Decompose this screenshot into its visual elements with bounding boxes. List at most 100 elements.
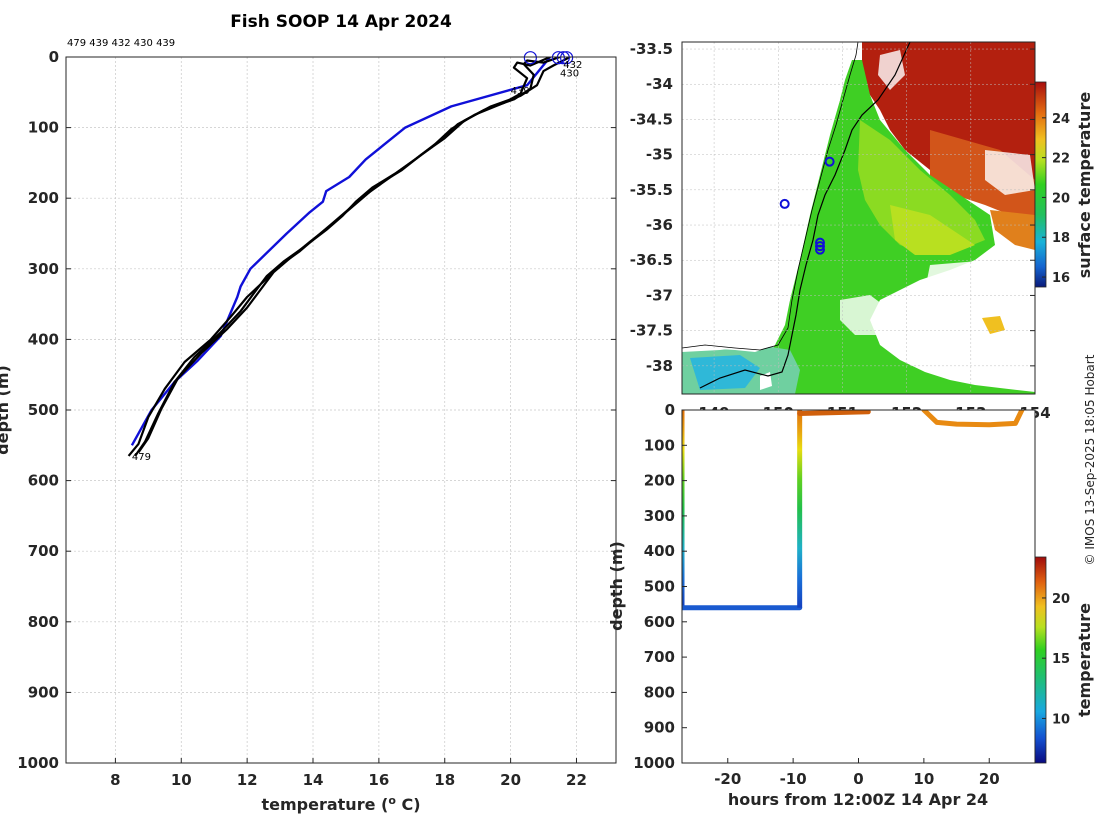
profile-y-tick-label: 0 (49, 48, 59, 66)
profile-y-tick-label: 100 (28, 119, 59, 137)
map-y-tick-label: -36.5 (630, 251, 673, 269)
map-content (682, 42, 1035, 394)
sst-warm-spot (982, 316, 1005, 334)
section-y-tick-label: 700 (644, 648, 675, 666)
profile-y-label: depth (m) (0, 365, 12, 455)
map-station-marker (779, 198, 790, 209)
profile-line-profile-3 (137, 57, 571, 454)
section-y-tick-label: 400 (644, 542, 675, 560)
profile-y-tick-label: 400 (28, 330, 59, 348)
profile-id-label: 439 (511, 86, 530, 97)
profile-y-tick-label: 1000 (17, 754, 59, 772)
profile-y-tick-label: 200 (28, 189, 59, 207)
map-y-tick-label: -35.5 (630, 181, 673, 199)
sst-colorbar-tick-label: 20 (1052, 191, 1070, 206)
temperature-colorbar (1034, 556, 1047, 764)
map-y-tick-label: -38 (646, 357, 673, 375)
section-y-tick-label: 900 (644, 719, 675, 737)
sst-warm-edge (930, 130, 1035, 230)
sst-colorbar-tick-label: 18 (1052, 231, 1070, 246)
profile-y-tick-label: 900 (28, 683, 59, 701)
profile-x-tick-label: 14 (303, 771, 324, 789)
profile-grid (66, 56, 616, 764)
temperature-colorbar-tick-label: 15 (1052, 652, 1070, 667)
map-y-tick-label: -37 (646, 286, 673, 304)
profile-series (127, 57, 571, 457)
cloud-patch-1 (925, 255, 1035, 330)
sst-cold-water (690, 355, 760, 390)
section-x-tick-label: 20 (979, 770, 1000, 788)
profile-line-profile-1 (134, 57, 561, 457)
map-station-marker (814, 241, 825, 252)
section-cast-cast-down-1 (682, 410, 685, 608)
section-y-tick-label: 200 (644, 472, 675, 490)
cloud-patch-4 (960, 330, 1030, 365)
profile-y-tick-label: 700 (28, 542, 59, 560)
sst-colorbar-tick-label: 16 (1052, 271, 1070, 286)
section-y-tick-label: 800 (644, 683, 675, 701)
section-y-tick-label: 600 (644, 613, 675, 631)
temperature-colorbar-tick-label: 10 (1052, 712, 1070, 727)
profile-y-tick-label: 600 (28, 472, 59, 490)
land-outline (682, 42, 859, 351)
profile-title: Fish SOOP 14 Apr 2024 (230, 12, 452, 32)
map-y-tick-label: -34.5 (630, 110, 673, 128)
sst-colorbar-tick-label: 22 (1052, 152, 1070, 167)
map-y-tick-label: -34 (646, 75, 673, 93)
profile-x-tick-label: 18 (434, 771, 455, 789)
profile-y-tick-label: 500 (28, 401, 59, 419)
section-x-tick-label: -10 (780, 770, 807, 788)
map-y-tick-label: -33.5 (630, 40, 673, 58)
profile-panel: Fish SOOP 14 Apr 2024 479 439 432 430 43… (0, 12, 617, 814)
section-x-tick-label: 10 (913, 770, 934, 788)
cloud-patch-3 (840, 295, 890, 335)
profile-y-tick-label: 800 (28, 613, 59, 631)
section-x-tick-label: 0 (853, 770, 863, 788)
temperature-colorbar-tick-label: 20 (1052, 592, 1070, 607)
section-plot-area (682, 410, 1035, 763)
temperature-colorbar-label: temperature (1075, 603, 1094, 717)
section-cast-cast-up-1 (797, 410, 803, 608)
section-panel: -20 -10 0 10 20 0 100 200 300 400 500 600 700 800 900… (607, 401, 1094, 809)
sst-colorbar-label: surface temperature (1075, 92, 1094, 279)
sst-colorbar-tick-label: 24 (1052, 112, 1070, 127)
profile-x-tick-label: 22 (566, 771, 587, 789)
profile-x-tick-label: 8 (110, 771, 120, 789)
map-y-ticks: -33.5 -34 -34.5 -35 -35.5 -36 -36.5 -37 -37.5 -38 (630, 40, 1035, 375)
map-panel: -33.5 -34 -34.5 -35 -35.5 -36 -36.5 -37 -37.5 -38… (630, 40, 1094, 422)
section-y-label: depth (m) (607, 541, 626, 631)
profile-ids: 479 439 432 430 439 (67, 38, 175, 49)
section-y-tick-label: 0 (665, 401, 675, 419)
profile-start-markers (523, 51, 574, 65)
profile-id-label: 430 (560, 69, 579, 80)
map-stations (779, 156, 835, 255)
profile-start-marker (556, 51, 570, 65)
profile-x-ticks: 8 10 12 14 16 18 20 22 (110, 758, 587, 789)
profile-x-tick-label: 12 (237, 771, 258, 789)
profile-plot-area (66, 57, 616, 763)
profile-x-tick-label: 20 (500, 771, 521, 789)
profile-start-marker (559, 51, 574, 65)
credit-text: © IMOS 13-Sep-2025 18:05 Hobart (1083, 354, 1097, 565)
profile-x-tick-label: 16 (368, 771, 389, 789)
sst-warm-fringe (990, 210, 1035, 250)
profile-start-marker (523, 51, 537, 65)
section-y-tick-label: 300 (644, 507, 675, 525)
map-y-tick-label: -36 (646, 216, 673, 234)
cloud-patch-5 (878, 50, 905, 90)
profile-y-tick-label: 300 (28, 260, 59, 278)
profile-id-label: 432 (563, 60, 582, 71)
profile-start-marker (551, 51, 565, 65)
section-y-tick-label: 500 (644, 578, 675, 596)
section-y-tick-label: 1000 (633, 754, 675, 772)
land-inlet (760, 372, 772, 390)
section-x-tick-label: -20 (714, 770, 741, 788)
coastline (699, 42, 911, 389)
section-y-ticks: 0 100 200 300 400 500 600 700 800 900 1000 (633, 401, 687, 772)
map-station-marker (814, 244, 825, 255)
sst-colorbar-ticks: 16 18 20 22 24 (1042, 112, 1070, 286)
section-x-ticks: -20 -10 0 10 20 (714, 758, 1000, 788)
sst-yellow-patch (890, 205, 975, 255)
